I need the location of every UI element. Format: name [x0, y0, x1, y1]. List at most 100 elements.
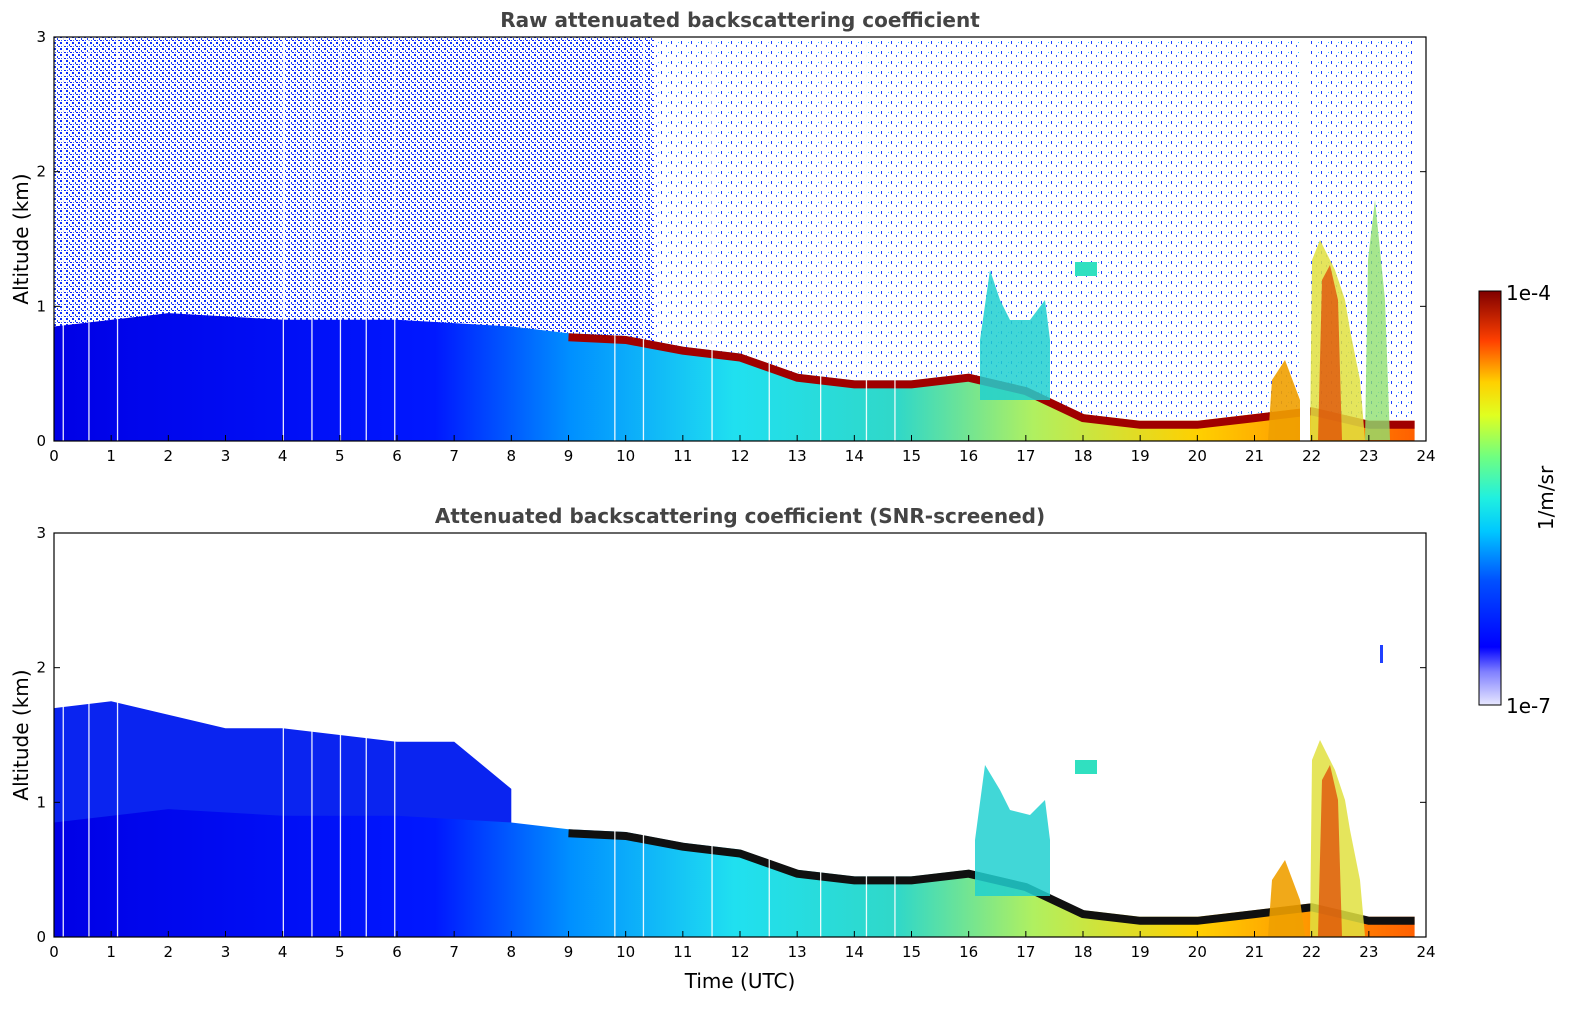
y-tick-label: 3 [36, 28, 46, 46]
colorbar-min-label: 1e-7 [1506, 694, 1551, 718]
heatmap-image [54, 37, 1426, 441]
gap-stripe [768, 37, 770, 441]
x-tick-label: 3 [221, 943, 231, 961]
x-tick-label: 11 [673, 447, 692, 465]
x-tick-label: 19 [1131, 447, 1150, 465]
x-tick-label: 7 [449, 447, 459, 465]
gap-stripe [642, 37, 645, 441]
x-tick-label: 0 [49, 447, 59, 465]
gap-stripe [365, 37, 367, 441]
data-gaps [62, 533, 896, 937]
y-tick-label: 0 [36, 432, 46, 450]
y-tick-label: 2 [36, 163, 46, 181]
gap-stripe [311, 533, 313, 937]
y-tick-label: 1 [36, 297, 46, 315]
x-tick-label: 18 [1073, 943, 1092, 961]
y-axis-label: Altitude (km) [9, 173, 33, 304]
x-tick-label: 24 [1416, 943, 1435, 961]
x-tick-label: 4 [278, 943, 288, 961]
x-axis: 0 1 2 3 4 5 6 7 8 9 10 11 12 13 14 15 16 17 18 19 20 21 22 23 24 [49, 931, 1436, 961]
x-tick-label: 15 [902, 447, 921, 465]
gap-stripe [894, 533, 896, 937]
y-axis-label: Altitude (km) [9, 669, 33, 800]
x-axis: 0 1 2 3 4 5 6 7 8 9 10 11 12 13 14 15 16 17 18 19 20 21 22 23 24 [49, 435, 1436, 465]
gap-stripe [394, 37, 396, 441]
colorbar-max-label: 1e-4 [1506, 281, 1551, 305]
gap-stripe [282, 37, 284, 441]
gap-stripe [768, 533, 770, 937]
gap-stripe [116, 37, 119, 441]
gap-stripe [62, 37, 64, 441]
x-tick-label: 13 [788, 943, 807, 961]
gap-stripe [865, 533, 868, 937]
x-tick-label: 20 [1188, 943, 1207, 961]
gap-stripe [339, 37, 342, 441]
gap-stripe [642, 533, 645, 937]
data-gaps [62, 37, 896, 441]
x-tick-label: 20 [1188, 447, 1207, 465]
x-tick-label: 16 [959, 943, 978, 961]
y-tick-label: 0 [36, 928, 46, 946]
y-tick-label: 1 [36, 793, 46, 811]
x-tick-label: 15 [902, 943, 921, 961]
x-tick-label: 19 [1131, 943, 1150, 961]
raw-backscatter-panel: Raw attenuated backscattering coefficien… [9, 8, 1436, 465]
panel-title: Attenuated backscattering coefficient (S… [435, 504, 1045, 528]
x-tick-label: 18 [1073, 447, 1092, 465]
x-axis-label: Time (UTC) [684, 969, 796, 993]
x-tick-label: 16 [959, 447, 978, 465]
gap-stripe [894, 37, 896, 441]
x-tick-label: 13 [788, 447, 807, 465]
gap-stripe [365, 533, 367, 937]
panel-title: Raw attenuated backscattering coefficien… [500, 8, 980, 32]
gap-stripe [394, 533, 396, 937]
colorbar-unit-label: 1/m/sr [1534, 465, 1558, 530]
x-tick-label: 4 [278, 447, 288, 465]
x-tick-label: 7 [449, 943, 459, 961]
x-tick-label: 23 [1359, 943, 1378, 961]
x-tick-label: 12 [730, 943, 749, 961]
colorbar: 1e-4 1e-7 1/m/sr [1478, 281, 1558, 718]
x-tick-label: 1 [106, 943, 116, 961]
x-tick-label: 21 [1245, 447, 1264, 465]
y-axis: 0 1 2 3 [36, 524, 1426, 946]
gap-stripe [614, 37, 616, 441]
x-tick-label: 17 [1016, 943, 1035, 961]
gap-stripe [865, 37, 868, 441]
y-tick-label: 3 [36, 524, 46, 542]
x-tick-label: 9 [564, 447, 574, 465]
x-tick-label: 24 [1416, 447, 1435, 465]
gap-stripe [711, 533, 713, 937]
x-tick-label: 10 [616, 447, 635, 465]
x-tick-label: 1 [106, 447, 116, 465]
x-tick-label: 2 [164, 943, 174, 961]
y-axis: 0 1 2 3 [36, 28, 1426, 450]
x-tick-label: 5 [335, 943, 345, 961]
x-tick-label: 8 [507, 943, 517, 961]
gap-stripe [88, 37, 90, 441]
x-tick-label: 14 [845, 447, 864, 465]
x-tick-label: 22 [1302, 943, 1321, 961]
gap-stripe [614, 533, 616, 937]
gap-stripe [711, 37, 713, 441]
y-tick-label: 2 [36, 659, 46, 677]
heatmap-image [54, 533, 1426, 937]
x-tick-label: 0 [49, 943, 59, 961]
x-tick-label: 21 [1245, 943, 1264, 961]
gap-stripe [820, 533, 822, 937]
gap-stripe [339, 533, 342, 937]
gap-stripe [820, 37, 822, 441]
gap-stripe [62, 533, 64, 937]
gap-stripe [311, 37, 313, 441]
x-tick-label: 3 [221, 447, 231, 465]
x-tick-label: 12 [730, 447, 749, 465]
x-tick-label: 9 [564, 943, 574, 961]
snr-screened-panel: Attenuated backscattering coefficient (S… [9, 504, 1436, 993]
x-tick-label: 14 [845, 943, 864, 961]
gap-stripe [116, 533, 119, 937]
colorbar-gradient [1478, 290, 1502, 706]
x-tick-label: 2 [164, 447, 174, 465]
x-tick-label: 6 [392, 447, 402, 465]
x-tick-label: 17 [1016, 447, 1035, 465]
